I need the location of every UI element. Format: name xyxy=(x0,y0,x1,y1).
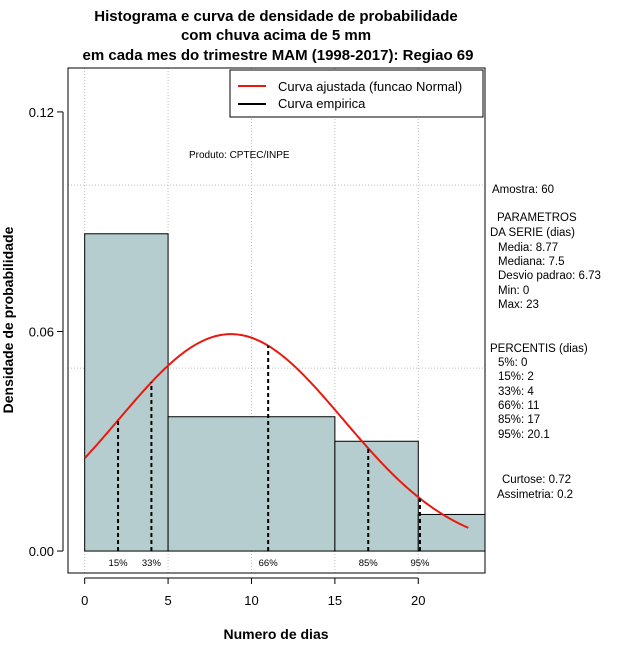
y-axis: 0.00 0.06 0.12 xyxy=(29,105,64,559)
histogram-bar-3 xyxy=(417,513,486,552)
histogram-bar-0 xyxy=(84,233,169,552)
percentil-85: 85%: 17 xyxy=(498,414,540,426)
param-desvio: Desvio padrao: 6.73 xyxy=(498,270,601,282)
percentile-label-4: 95% xyxy=(410,558,430,569)
normal-fit-curve xyxy=(83,333,469,529)
percentile-label-2: 66% xyxy=(259,558,279,569)
percentil-15: 15%: 2 xyxy=(498,371,534,383)
chart-title-line-3: em cada mes do trimestre MAM (1998-2017)… xyxy=(83,47,474,64)
percentil-33: 33%: 4 xyxy=(498,386,534,398)
params-title-1: PARAMETROS xyxy=(497,212,577,224)
histogram-bar-1 xyxy=(167,416,336,552)
bars-layer xyxy=(84,233,486,552)
legend-label-fit: Curva ajustada (funcao Normal) xyxy=(278,79,462,94)
y-tick-label-2: 0.12 xyxy=(29,105,54,120)
chart-title-line-2: com chuva acima de 5 mm xyxy=(181,27,371,44)
percentile-label-1: 33% xyxy=(142,558,162,569)
x-axis-title: Numero de dias xyxy=(223,626,328,642)
produto-annotation: Produto: CPTEC/INPE xyxy=(189,150,290,161)
chart-title-line-1: Histograma e curva de densidade de proba… xyxy=(94,8,457,25)
amostra-text: Amostra: 60 xyxy=(492,184,554,196)
legend: Curva ajustada (funcao Normal) Curva emp… xyxy=(229,69,484,118)
percentile-layer: 15% 33% 66% 85% 95% xyxy=(109,345,430,569)
x-tick-label-0: 0 xyxy=(81,593,88,608)
param-media: Media: 8.77 xyxy=(498,242,558,254)
y-tick-label-0: 0.00 xyxy=(29,544,54,559)
percentil-66: 66%: 11 xyxy=(498,400,539,412)
x-tick-label-4: 20 xyxy=(411,593,425,608)
y-tick-label-1: 0.06 xyxy=(29,324,54,339)
x-axis: 0 5 10 15 20 xyxy=(81,577,426,608)
param-mediana: Mediana: 7.5 xyxy=(498,256,565,268)
curve-layer xyxy=(83,333,469,529)
percentis-title: PERCENTIS (dias) xyxy=(490,343,588,355)
param-min: Min: 0 xyxy=(498,285,529,297)
x-tick-label-3: 15 xyxy=(328,593,342,608)
x-tick-label-2: 10 xyxy=(244,593,258,608)
param-max: Max: 23 xyxy=(498,299,539,311)
stats-panel: Amostra: 60 PARAMETROS DA SERIE (dias) M… xyxy=(490,184,601,501)
histogram-bar-2 xyxy=(334,440,419,552)
plot-frame xyxy=(67,67,486,574)
y-axis-title: Densidade de probabilidade xyxy=(0,226,16,413)
percentile-label-3: 85% xyxy=(359,558,379,569)
x-tick-label-1: 5 xyxy=(164,593,171,608)
curtose-text: Curtose: 0.72 xyxy=(502,474,571,486)
params-title-2: DA SERIE (dias) xyxy=(490,227,575,239)
legend-box xyxy=(229,69,484,118)
assimetria-text: Assimetria: 0.2 xyxy=(497,489,573,501)
percentil-95: 95%: 20.1 xyxy=(498,429,550,441)
percentile-label-0: 15% xyxy=(109,558,129,569)
legend-label-empirica: Curva empirica xyxy=(278,96,366,111)
percentil-5: 5%: 0 xyxy=(498,357,527,369)
